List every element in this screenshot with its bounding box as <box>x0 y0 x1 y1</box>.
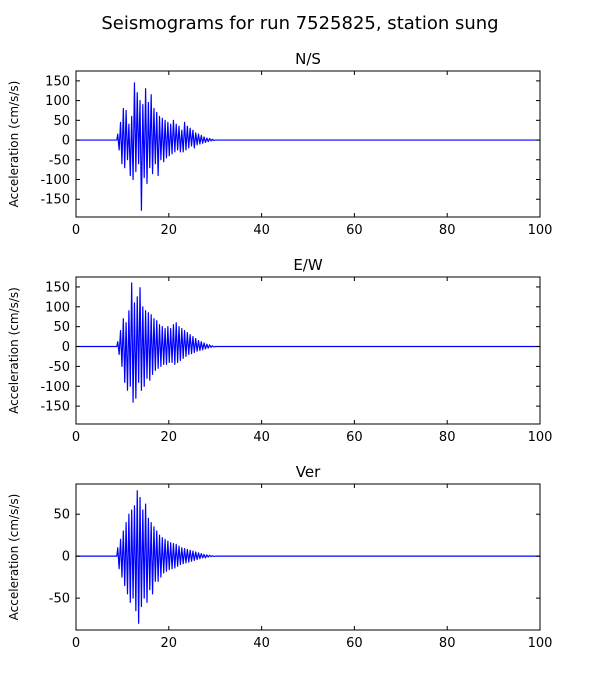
subplot-2: Ver Acceleration (cm/s/s) 0 20 40 60 80 100 -50 0… <box>7 463 552 651</box>
x-tick-label: 60 <box>346 430 363 445</box>
axes-frame <box>75 276 541 425</box>
x-tick-label: 20 <box>161 223 178 238</box>
series-line <box>76 490 540 624</box>
y-tick-label: 0 <box>62 134 70 149</box>
y-tick-label: -50 <box>49 360 70 375</box>
series-line <box>76 82 540 211</box>
subplot-title: N/S <box>295 50 321 68</box>
y-tick-label: -150 <box>40 400 70 415</box>
x-tick-label: 40 <box>253 636 270 651</box>
subplot-title: Ver <box>296 463 321 481</box>
subplot-0: N/S Acceleration (cm/s/s) 0 20 40 60 80 100 -150… <box>7 50 552 238</box>
y-tick-label: 100 <box>45 94 70 109</box>
x-tick-label: 0 <box>72 223 80 238</box>
y-tick-label: 50 <box>53 508 70 523</box>
y-axis-label: Acceleration (cm/s/s) <box>7 494 21 621</box>
axes-frame <box>75 483 541 631</box>
x-tick-label: 0 <box>72 636 80 651</box>
x-tick-label: 40 <box>253 223 270 238</box>
subplot-1: E/W Acceleration (cm/s/s) 0 20 40 60 80 100 -150… <box>7 256 552 445</box>
y-axis-label: Acceleration (cm/s/s) <box>7 287 21 414</box>
x-tick-label: 20 <box>161 636 178 651</box>
y-tick-label: -50 <box>49 153 70 168</box>
y-tick-label: 0 <box>62 340 70 355</box>
y-tick-label: -100 <box>40 173 70 188</box>
x-tick-label: 80 <box>439 223 456 238</box>
y-axis-label: Acceleration (cm/s/s) <box>7 81 21 208</box>
y-tick-label: -100 <box>40 380 70 395</box>
figure-title: Seismograms for run 7525825, station sun… <box>101 13 498 34</box>
x-tick-label: 60 <box>346 636 363 651</box>
x-tick-label: 60 <box>346 223 363 238</box>
y-tick-label: -150 <box>40 193 70 208</box>
y-tick-label: 100 <box>45 300 70 315</box>
x-tick-label: 100 <box>528 636 553 651</box>
x-tick-label: 100 <box>528 223 553 238</box>
y-tick-label: 150 <box>45 74 70 89</box>
x-tick-label: 0 <box>72 430 80 445</box>
y-tick-label: 50 <box>53 114 70 129</box>
x-tick-label: 100 <box>528 430 553 445</box>
x-tick-label: 40 <box>253 430 270 445</box>
y-tick-label: 150 <box>45 280 70 295</box>
subplot-title: E/W <box>293 256 323 274</box>
subplots: N/S Acceleration (cm/s/s) 0 20 40 60 80 100 -150… <box>7 50 552 651</box>
y-tick-label: 0 <box>62 550 70 565</box>
y-tick-label: -50 <box>49 592 70 607</box>
x-tick-label: 20 <box>161 430 178 445</box>
series-line <box>76 282 540 403</box>
y-tick-label: 50 <box>53 320 70 335</box>
x-tick-label: 80 <box>439 636 456 651</box>
axes-frame <box>75 70 541 218</box>
x-tick-label: 80 <box>439 430 456 445</box>
